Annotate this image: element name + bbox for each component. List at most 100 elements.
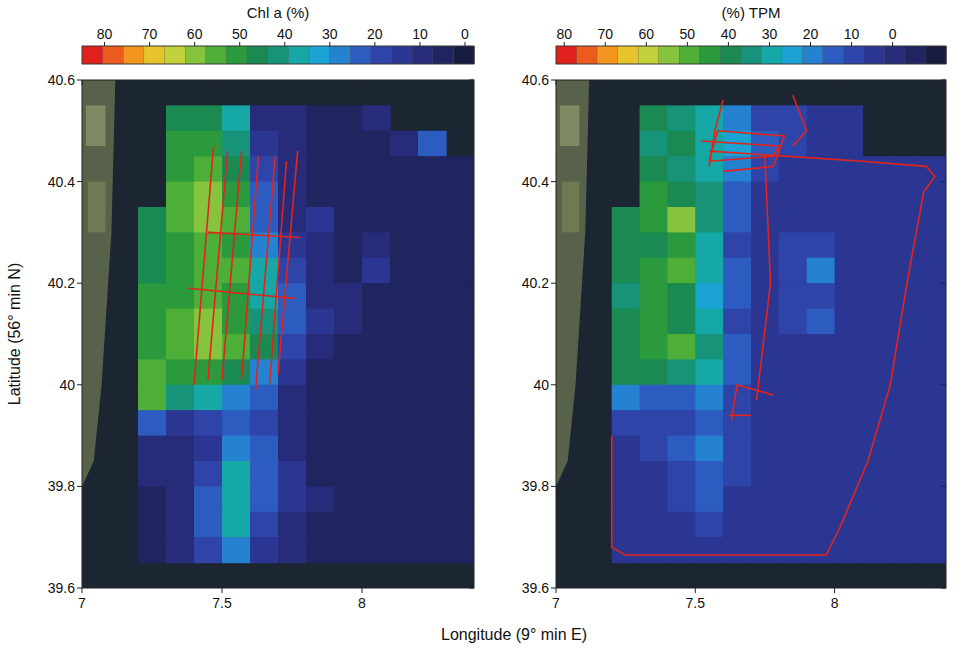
track: [242, 156, 259, 380]
colorbar-segment: [864, 46, 885, 64]
heatmap-cell: [751, 461, 779, 487]
colorbar-title: (%) TPM: [722, 4, 781, 21]
heatmap-cell: [390, 258, 419, 284]
heatmap-cell: [918, 512, 946, 538]
heatmap-cell: [278, 105, 307, 131]
heatmap-cell: [306, 512, 335, 538]
heatmap-cell: [390, 283, 419, 309]
heatmap-cell: [779, 512, 807, 538]
heatmap-cell: [667, 537, 695, 563]
heatmap-cell: [390, 359, 419, 385]
heatmap-cell: [695, 410, 723, 436]
x-tick-label: 8: [831, 595, 839, 611]
heatmap-cell: [751, 385, 779, 411]
x-tick: [222, 588, 223, 593]
colorbar-segment: [82, 46, 103, 64]
track: [222, 151, 242, 380]
heatmap-cell: [890, 461, 918, 487]
heatmap-cell: [918, 334, 946, 360]
heatmap-cell: [334, 283, 363, 309]
y-tick: [77, 384, 82, 385]
y-tick: [77, 486, 82, 487]
heatmap-cell: [695, 283, 723, 309]
heatmap-cell: [695, 537, 723, 563]
colorbar-segment: [330, 46, 351, 64]
x-tick-label: 8: [358, 595, 366, 611]
heatmap-cell: [779, 436, 807, 462]
heatmap-cell: [306, 283, 335, 309]
heatmap-cell: [723, 334, 751, 360]
heatmap-cell: [362, 207, 391, 233]
colorbar-segment: [905, 46, 926, 64]
heatmap-cell: [418, 410, 447, 436]
colorbar-segment: [123, 46, 144, 64]
track: [793, 95, 807, 146]
heatmap-cell: [640, 461, 668, 487]
y-tick-right: [941, 181, 946, 182]
x-tick-top: [362, 80, 363, 85]
heatmap-cell: [667, 258, 695, 284]
heatmap-cell: [695, 512, 723, 538]
heatmap-cell: [138, 436, 167, 462]
heatmap-cell: [640, 232, 668, 258]
heatmap-cell: [640, 105, 668, 131]
heatmap-cell: [222, 232, 251, 258]
heatmap-cell: [612, 512, 640, 538]
track: [709, 100, 723, 166]
heatmap-cell: [807, 182, 835, 208]
colorbar-segment: [309, 46, 330, 64]
colorbar-tick-label: 0: [461, 26, 469, 42]
heatmap-cell: [890, 436, 918, 462]
heatmap-cell: [667, 410, 695, 436]
heatmap-cell: [667, 486, 695, 512]
heatmap-cell: [807, 410, 835, 436]
heatmap-cell: [695, 258, 723, 284]
heatmap-cell: [695, 436, 723, 462]
heatmap-cell: [835, 105, 863, 131]
y-tick-label: 39.8: [522, 478, 549, 494]
heatmap-cell: [695, 232, 723, 258]
heatmap-cell: [640, 486, 668, 512]
heatmap-cell: [362, 436, 391, 462]
y-tick-right: [469, 486, 474, 487]
heatmap-cell: [890, 182, 918, 208]
colorbar-segment: [823, 46, 844, 64]
heatmap-cell: [306, 359, 335, 385]
heatmap-cell: [640, 258, 668, 284]
heatmap-cell: [807, 486, 835, 512]
colorbar-frame: [556, 46, 946, 64]
heatmap-cell: [194, 131, 223, 157]
heatmap-cell: [918, 385, 946, 411]
heatmap-cell: [194, 156, 223, 182]
heatmap-cell: [390, 461, 419, 487]
heatmap-cell: [446, 512, 474, 538]
heatmap-cell: [390, 410, 419, 436]
heatmap-cell: [723, 512, 751, 538]
heatmap-cell: [695, 207, 723, 233]
heatmap-cell: [278, 156, 307, 182]
heatmap-cells: [138, 105, 474, 563]
heatmap-cell: [418, 512, 447, 538]
heatmap-cell: [779, 182, 807, 208]
heatmap-cell: [306, 436, 335, 462]
heatmap-cells: [612, 105, 946, 563]
x-tick: [362, 588, 363, 593]
heatmap-cell: [418, 232, 447, 258]
heatmap-cell: [779, 486, 807, 512]
heatmap-cell: [222, 410, 251, 436]
heatmap-cell: [278, 486, 307, 512]
colorbar-segment: [103, 46, 124, 64]
y-tick-label: 39.8: [48, 478, 75, 494]
heatmap-cell: [334, 410, 363, 436]
heatmap-cell: [779, 410, 807, 436]
heatmap-cell: [306, 207, 335, 233]
heatmap-cell: [306, 258, 335, 284]
heatmap-cell: [779, 334, 807, 360]
heatmap-cell: [446, 334, 474, 360]
heatmap-cell: [890, 207, 918, 233]
colorbar-segment: [659, 46, 680, 64]
heatmap-cell: [695, 461, 723, 487]
heatmap-cell: [334, 512, 363, 538]
colorbar-segment: [925, 46, 946, 64]
heatmap-cell: [418, 131, 447, 157]
